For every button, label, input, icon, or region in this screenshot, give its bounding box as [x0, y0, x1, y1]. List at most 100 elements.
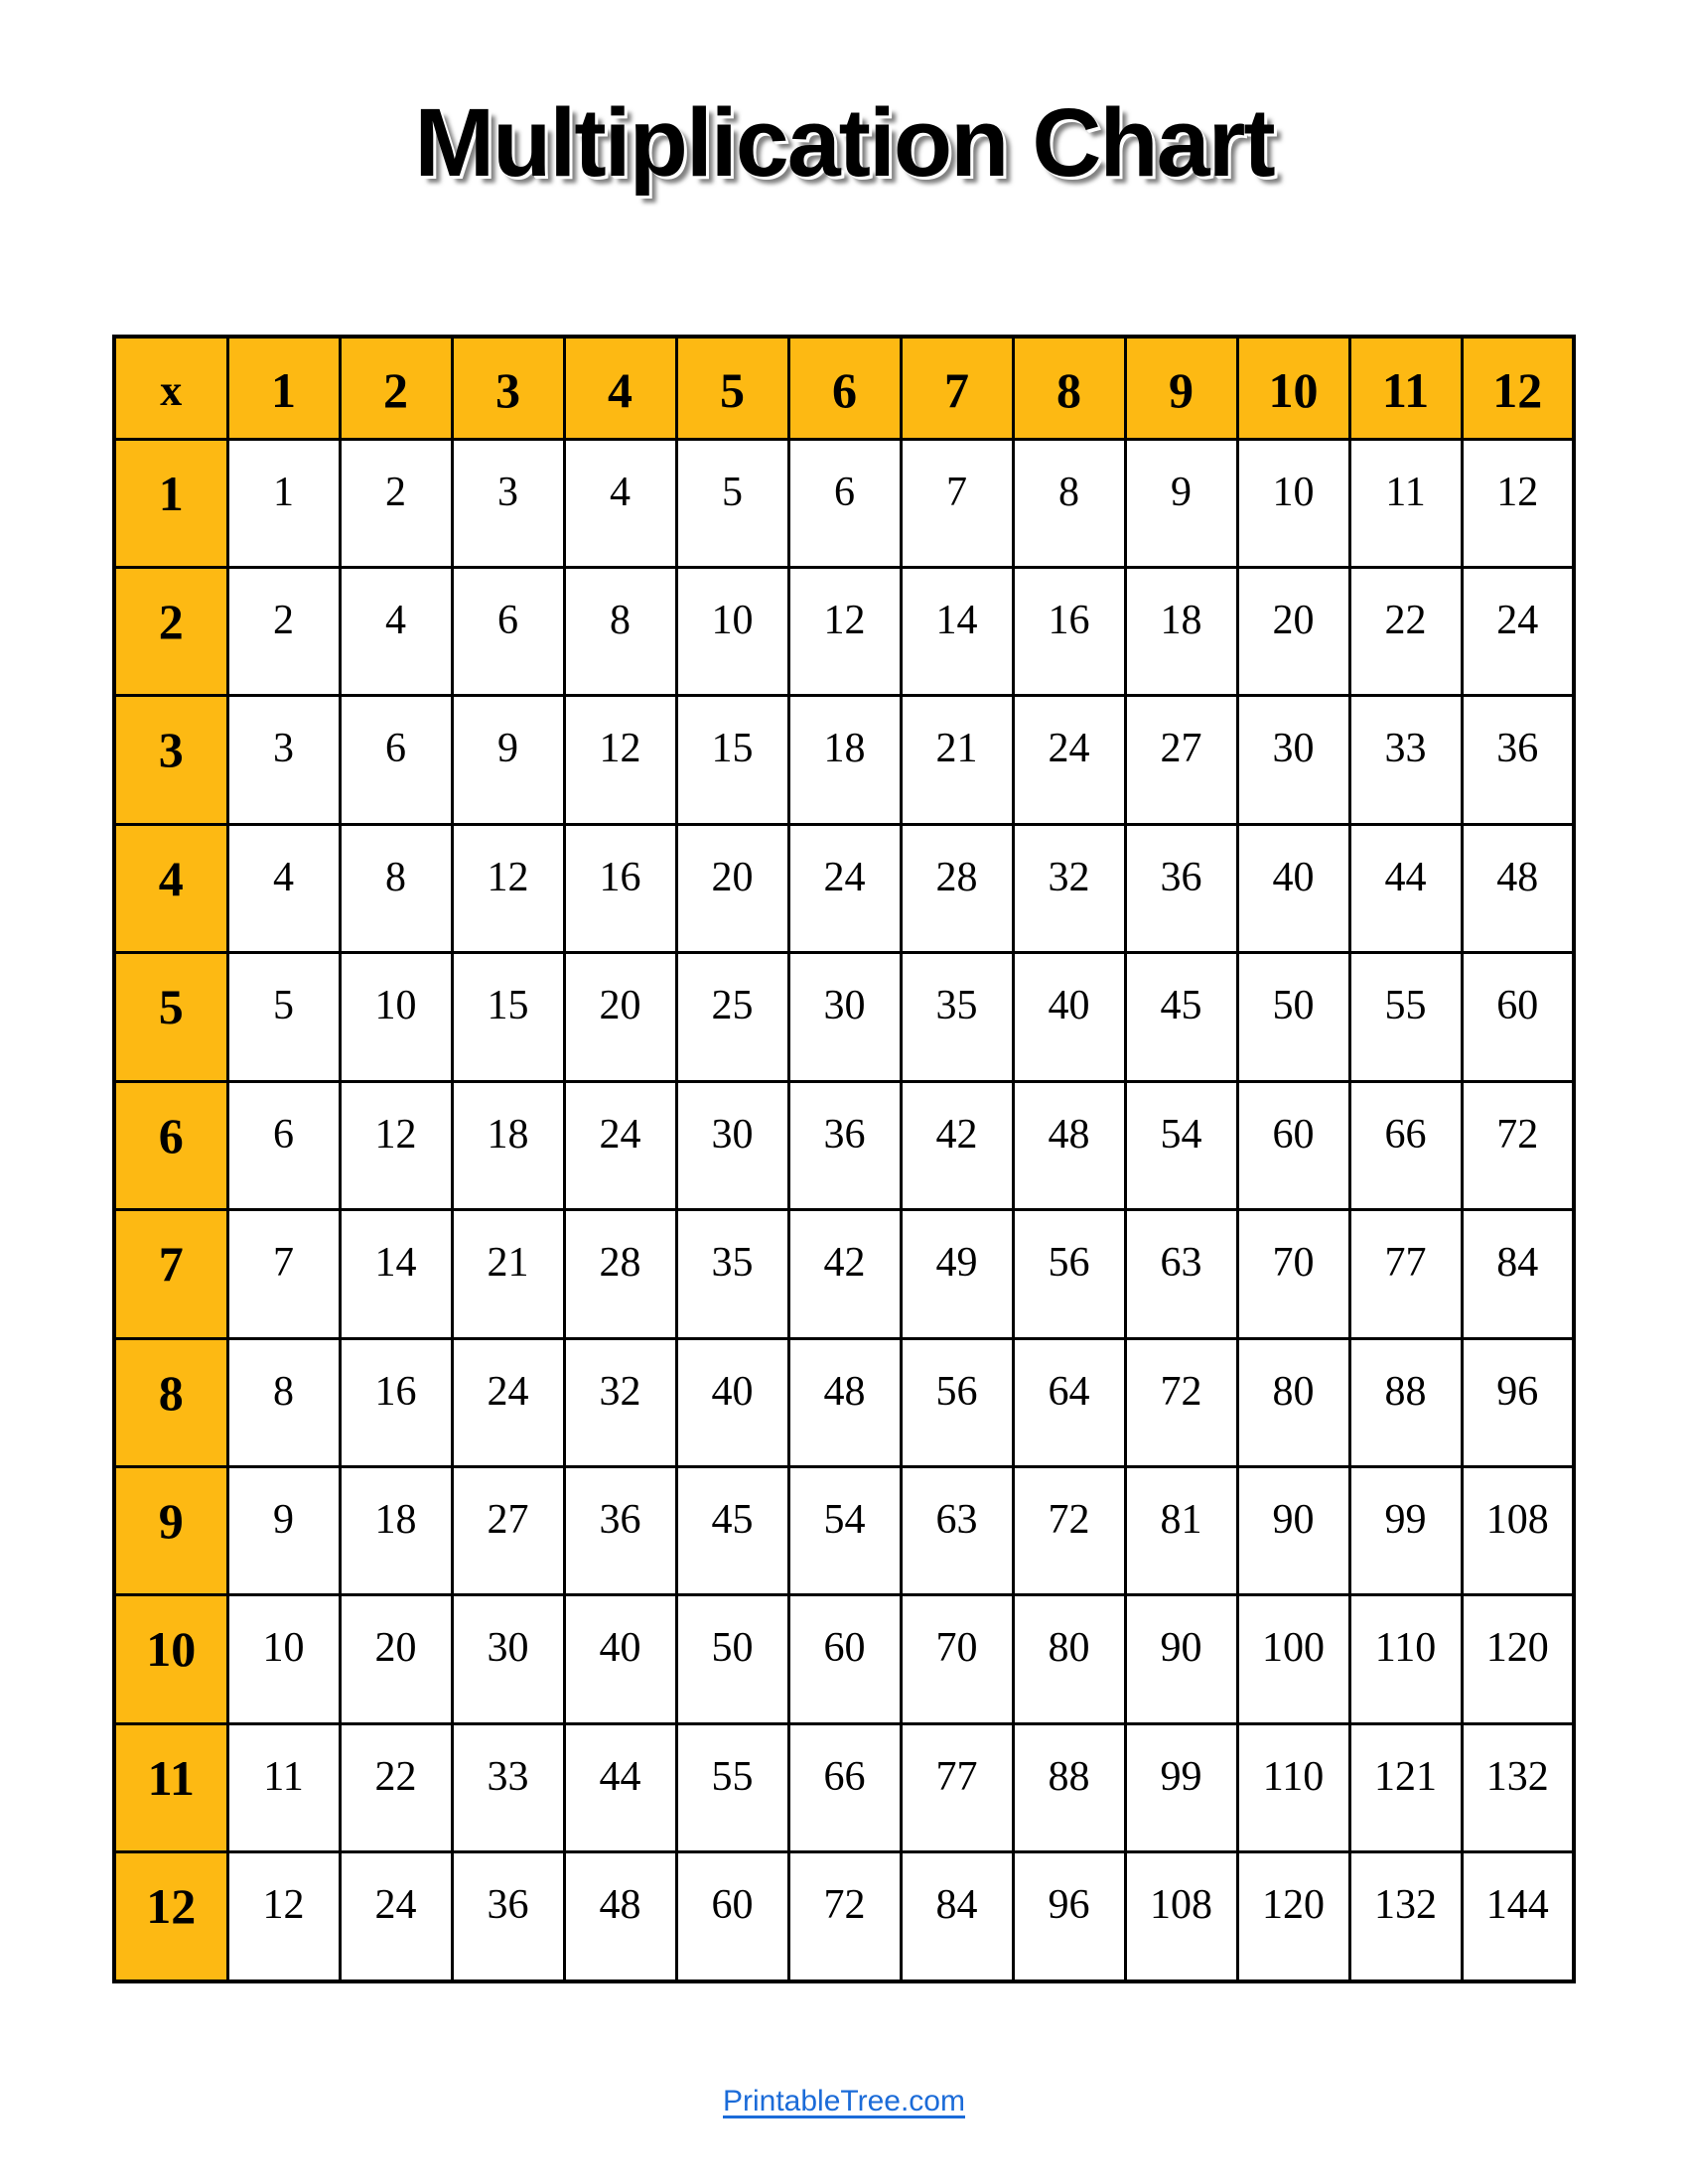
product-cell: 30: [674, 1079, 790, 1212]
product-cell: 66: [786, 1721, 903, 1854]
product-cell: 7: [225, 1208, 342, 1340]
product-cell: 48: [562, 1850, 678, 1983]
product-cell: 121: [1347, 1721, 1464, 1854]
multiplication-table: x 1 2 3 4 5 6 7 8 9 10 11 12 1 1 2 3 4 5 6 7 8 9 10 11 12 2 2 4 6 8 10 1…: [112, 335, 1576, 1983]
product-cell: 6: [225, 1079, 342, 1212]
product-cell: 49: [899, 1208, 1015, 1340]
product-cell: 56: [1011, 1208, 1127, 1340]
product-cell: 63: [899, 1464, 1015, 1597]
product-cell: 36: [1460, 694, 1576, 826]
product-cell: 22: [1347, 565, 1464, 698]
product-cell: 7: [899, 437, 1015, 570]
row-header-cell: 9: [112, 1464, 229, 1597]
row-header-cell: 8: [112, 1336, 229, 1468]
product-cell: 120: [1460, 1593, 1576, 1725]
product-cell: 45: [674, 1464, 790, 1597]
column-header-cell: 3: [450, 335, 566, 441]
product-cell: 70: [899, 1593, 1015, 1725]
product-cell: 8: [562, 565, 678, 698]
header-row: x 1 2 3 4 5 6 7 8 9 10 11 12: [112, 335, 1576, 441]
product-cell: 77: [1347, 1208, 1464, 1340]
product-cell: 14: [338, 1208, 454, 1340]
product-cell: 18: [1123, 565, 1239, 698]
product-cell: 60: [674, 1850, 790, 1983]
product-cell: 56: [899, 1336, 1015, 1468]
product-cell: 72: [1011, 1464, 1127, 1597]
product-cell: 99: [1347, 1464, 1464, 1597]
product-cell: 4: [562, 437, 678, 570]
product-cell: 80: [1235, 1336, 1351, 1468]
product-cell: 70: [1235, 1208, 1351, 1340]
product-cell: 54: [786, 1464, 903, 1597]
product-cell: 9: [225, 1464, 342, 1597]
row-header-cell: 1: [112, 437, 229, 570]
product-cell: 21: [899, 694, 1015, 826]
product-cell: 10: [674, 565, 790, 698]
product-cell: 40: [1011, 951, 1127, 1083]
multiplication-table-container: x 1 2 3 4 5 6 7 8 9 10 11 12 1 1 2 3 4 5 6 7 8 9 10 11 12 2 2 4 6 8 10 1…: [112, 335, 1576, 1983]
product-cell: 1: [225, 437, 342, 570]
product-cell: 96: [1460, 1336, 1576, 1468]
product-cell: 24: [338, 1850, 454, 1983]
product-cell: 44: [1347, 822, 1464, 955]
product-cell: 27: [450, 1464, 566, 1597]
product-cell: 108: [1123, 1850, 1239, 1983]
product-cell: 72: [1460, 1079, 1576, 1212]
printabletree-link[interactable]: PrintableTree.com: [723, 2085, 965, 2117]
product-cell: 18: [786, 694, 903, 826]
product-cell: 16: [338, 1336, 454, 1468]
product-cell: 108: [1460, 1464, 1576, 1597]
product-cell: 64: [1011, 1336, 1127, 1468]
column-header-cell: 8: [1011, 335, 1127, 441]
product-cell: 24: [1460, 565, 1576, 698]
product-cell: 12: [225, 1850, 342, 1983]
row-header-cell: 7: [112, 1208, 229, 1340]
product-cell: 90: [1123, 1593, 1239, 1725]
table-row: 6 6 12 18 24 30 36 42 48 54 60 66 72: [112, 1079, 1576, 1212]
product-cell: 15: [450, 951, 566, 1083]
table-row: 12 12 24 36 48 60 72 84 96 108 120 132 144: [112, 1850, 1576, 1983]
product-cell: 12: [450, 822, 566, 955]
product-cell: 132: [1460, 1721, 1576, 1854]
product-cell: 12: [1460, 437, 1576, 570]
row-header-cell: 11: [112, 1721, 229, 1854]
product-cell: 3: [225, 694, 342, 826]
product-cell: 16: [562, 822, 678, 955]
product-cell: 88: [1011, 1721, 1127, 1854]
product-cell: 20: [674, 822, 790, 955]
product-cell: 28: [899, 822, 1015, 955]
product-cell: 45: [1123, 951, 1239, 1083]
product-cell: 88: [1347, 1336, 1464, 1468]
product-cell: 81: [1123, 1464, 1239, 1597]
product-cell: 12: [562, 694, 678, 826]
product-cell: 100: [1235, 1593, 1351, 1725]
product-cell: 10: [338, 951, 454, 1083]
product-cell: 120: [1235, 1850, 1351, 1983]
product-cell: 6: [786, 437, 903, 570]
product-cell: 20: [338, 1593, 454, 1725]
product-cell: 21: [450, 1208, 566, 1340]
product-cell: 12: [338, 1079, 454, 1212]
product-cell: 27: [1123, 694, 1239, 826]
product-cell: 42: [899, 1079, 1015, 1212]
product-cell: 72: [786, 1850, 903, 1983]
column-header-cell: 7: [899, 335, 1015, 441]
product-cell: 20: [1235, 565, 1351, 698]
product-cell: 5: [225, 951, 342, 1083]
column-header-cell: 5: [674, 335, 790, 441]
product-cell: 20: [562, 951, 678, 1083]
product-cell: 11: [1347, 437, 1464, 570]
corner-cell: x: [112, 335, 229, 441]
product-cell: 5: [674, 437, 790, 570]
product-cell: 36: [450, 1850, 566, 1983]
product-cell: 60: [786, 1593, 903, 1725]
table-row: 7 7 14 21 28 35 42 49 56 63 70 77 84: [112, 1208, 1576, 1340]
page-title: Multiplication Chart: [414, 88, 1275, 197]
product-cell: 35: [674, 1208, 790, 1340]
product-cell: 30: [786, 951, 903, 1083]
product-cell: 22: [338, 1721, 454, 1854]
row-header-cell: 4: [112, 822, 229, 955]
column-header-cell: 11: [1347, 335, 1464, 441]
footer: PrintableTree.com: [0, 2085, 1688, 2118]
product-cell: 77: [899, 1721, 1015, 1854]
